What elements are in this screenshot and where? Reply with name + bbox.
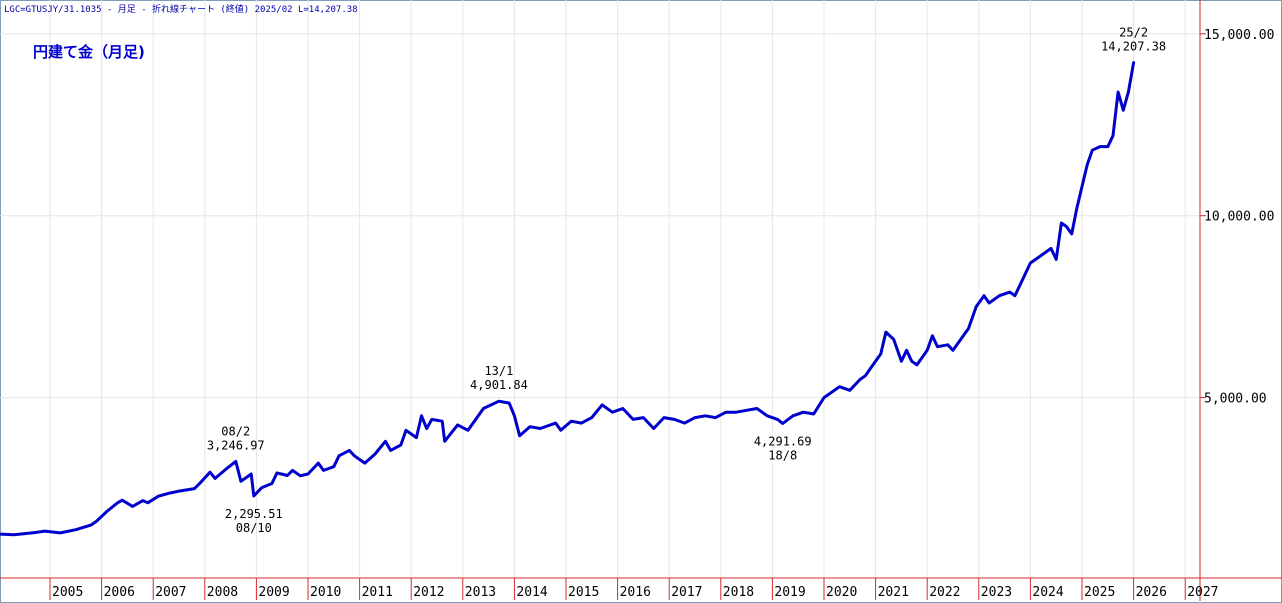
x-tick-label: 2022 (929, 585, 960, 600)
x-tick-label: 2008 (207, 585, 238, 600)
x-tick-label: 2015 (568, 585, 599, 600)
annotation-low-2018: 4,291.69 (754, 434, 812, 448)
x-tick-label: 2009 (258, 585, 289, 600)
x-tick-label: 2026 (1136, 585, 1167, 600)
x-tick-label: 2018 (723, 585, 754, 600)
chart-title: 円建て金（月足) (33, 43, 145, 61)
x-tick-label: 2005 (52, 585, 83, 600)
annotation-peak-2013: 4,901.84 (470, 378, 528, 392)
y-tick-label: 15,000.00 (1204, 28, 1274, 43)
annotation-last-2025: 25/2 (1119, 26, 1148, 40)
x-tick-label: 2023 (981, 585, 1012, 600)
annotation-low-2008: 2,295.51 (225, 507, 283, 521)
x-tick-label: 2006 (104, 585, 135, 600)
tick-labels: 5,000.00 10,000.00 15,000.00 2005 2006 2007 20… (49, 28, 1274, 600)
series (0, 61, 1136, 537)
chart-header-info: LGC=GTUSJY/31.1035 - 月足 - 折れ線チャート (終値) 2… (4, 3, 358, 15)
x-tick-label: 2016 (620, 585, 651, 600)
x-tick-label: 2007 (155, 585, 186, 600)
x-tick-label: 2010 (310, 585, 341, 600)
x-tick-label: 2017 (671, 585, 702, 600)
x-tick-label: 2027 (1187, 585, 1218, 600)
y-tick-label: 10,000.00 (1204, 210, 1274, 225)
x-tick-label: 2013 (465, 585, 496, 600)
y-tick-label: 5,000.00 (1204, 392, 1267, 407)
annotation-last-2025: 14,207.38 (1101, 40, 1166, 54)
series-line (0, 61, 1136, 537)
annotation-low-2018: 18/8 (768, 448, 797, 462)
annotation-low-2008: 08/10 (236, 521, 272, 535)
annotation-peak-2008: 3,246.97 (207, 438, 265, 452)
x-tick-label: 2012 (413, 585, 444, 600)
x-tick-label: 2021 (878, 585, 909, 600)
x-tick-label: 2025 (1084, 585, 1115, 600)
x-tick-label: 2014 (516, 585, 547, 600)
x-tick-label: 2019 (774, 585, 805, 600)
grid-lines (0, 0, 1200, 578)
annotation-peak-2013: 13/1 (484, 364, 513, 378)
annotation-peak-2008: 08/2 (221, 424, 250, 438)
x-tick-label: 2020 (826, 585, 857, 600)
x-tick-label: 2024 (1032, 585, 1063, 600)
x-tick-label: 2011 (362, 585, 393, 600)
